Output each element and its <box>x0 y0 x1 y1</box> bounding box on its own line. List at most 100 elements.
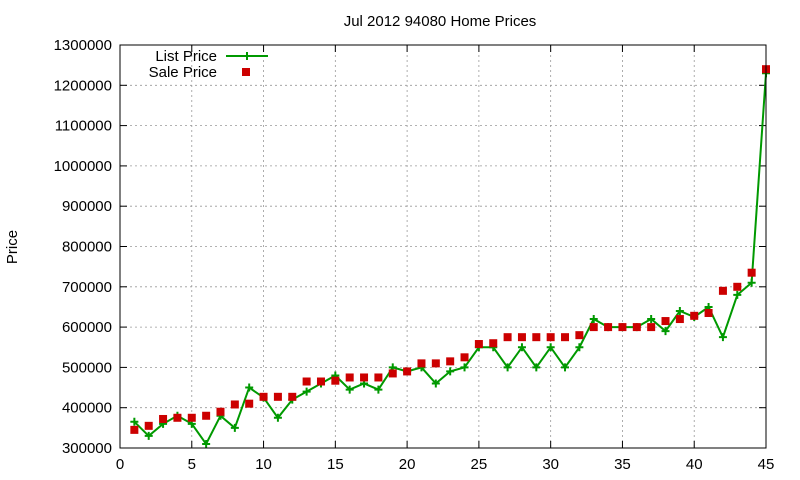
sale-price-point <box>460 353 469 362</box>
sale-price-point <box>604 323 613 332</box>
y-tick-label: 400000 <box>62 400 112 417</box>
chart-title: Jul 2012 94080 Home Prices <box>344 13 537 30</box>
sale-price-point <box>546 333 555 342</box>
list-price-point <box>661 327 670 336</box>
sale-price-point <box>618 323 627 332</box>
sale-price-point <box>144 421 153 430</box>
y-tick-label: 1100000 <box>55 118 112 135</box>
tick-labels: 300000 400000 500000 600000 700000 800000 9000… <box>54 37 775 473</box>
sale-price-point <box>403 367 412 376</box>
list-price-point <box>460 363 469 372</box>
x-tick-label: 20 <box>399 456 416 473</box>
sale-price-point <box>733 282 742 291</box>
list-price-line <box>133 73 767 446</box>
x-tick-label: 30 <box>542 456 559 473</box>
list-price-point <box>747 278 756 287</box>
list-price-point <box>431 379 440 388</box>
list-price-point <box>144 431 153 440</box>
series-layer <box>130 65 770 448</box>
list-price-point <box>718 333 727 342</box>
sale-price-point <box>216 407 225 416</box>
sale-price-point <box>661 317 670 326</box>
list-price-point <box>733 290 742 299</box>
sale-price-point <box>690 311 699 320</box>
list-price-point <box>517 343 526 352</box>
sale-price-point <box>431 359 440 368</box>
list-price-point <box>245 383 254 392</box>
sale-price-point <box>532 333 541 342</box>
sale-price-point <box>575 331 584 340</box>
list-price-point <box>230 423 239 432</box>
list-price-point <box>202 439 211 448</box>
x-tick-label: 15 <box>327 456 344 473</box>
sale-price-point <box>632 323 641 332</box>
sale-price-point <box>187 413 196 422</box>
sale-price-point <box>374 373 383 382</box>
sale-price-point <box>388 369 397 378</box>
y-tick-label: 700000 <box>62 279 112 296</box>
sale-price-point <box>417 359 426 368</box>
sale-price-point <box>130 425 139 434</box>
legend-marker-list-price <box>243 52 251 60</box>
x-tick-label: 35 <box>614 456 631 473</box>
list-price-point <box>302 387 311 396</box>
list-price-point <box>374 385 383 394</box>
sale-price-point <box>316 377 325 386</box>
sale-price-point <box>474 340 483 349</box>
list-price-point <box>561 363 570 372</box>
list-price-point <box>130 417 139 426</box>
sale-price-point <box>360 373 369 382</box>
sale-price-series <box>130 65 770 434</box>
x-tick-label: 5 <box>188 456 196 473</box>
sale-price-point <box>331 376 340 385</box>
sale-price-point <box>159 414 168 423</box>
y-tick-label: 1000000 <box>54 158 112 175</box>
list-price-point <box>675 306 684 315</box>
y-tick-label: 800000 <box>62 239 112 256</box>
list-price-point <box>575 343 584 352</box>
list-price-point <box>345 385 354 394</box>
sale-price-point <box>675 315 684 324</box>
list-price-point <box>546 343 555 352</box>
grid-lines <box>120 45 766 448</box>
sale-price-point <box>747 268 756 277</box>
x-tick-label: 25 <box>471 456 488 473</box>
x-tick-label: 40 <box>686 456 703 473</box>
sale-price-point <box>647 323 656 332</box>
list-price-point <box>273 413 282 422</box>
y-tick-label: 1200000 <box>54 77 112 94</box>
sale-price-point <box>288 392 297 401</box>
plot-frame <box>119 44 767 449</box>
sale-price-point <box>589 323 598 332</box>
list-price-point <box>647 315 656 324</box>
legend-swatch-sale-price <box>242 68 250 76</box>
legend-label-list-price: List Price <box>155 48 217 65</box>
legend-label-sale-price: Sale Price <box>149 64 217 81</box>
list-price-point <box>446 367 455 376</box>
sale-price-point <box>245 399 254 408</box>
y-tick-label: 300000 <box>62 440 112 457</box>
y-tick-label: 500000 <box>62 359 112 376</box>
y-axis-label: Price <box>4 230 21 264</box>
x-tick-label: 45 <box>758 456 775 473</box>
x-tick-label: 0 <box>116 456 124 473</box>
list-price-point <box>532 363 541 372</box>
list-price-point <box>503 363 512 372</box>
y-tick-label: 600000 <box>62 319 112 336</box>
y-tick-label: 900000 <box>62 198 112 215</box>
y-tick-label: 1300000 <box>54 37 112 54</box>
sale-price-point <box>273 392 282 401</box>
sale-price-point <box>259 392 268 401</box>
sale-price-point <box>230 400 239 409</box>
x-tick-label: 10 <box>255 456 272 473</box>
sale-price-point <box>561 333 570 342</box>
list-price-series <box>130 69 770 448</box>
sale-price-point <box>517 333 526 342</box>
sale-price-point <box>489 339 498 348</box>
sale-price-point <box>503 333 512 342</box>
sale-price-point <box>302 377 311 386</box>
list-price-point <box>589 315 598 324</box>
sale-price-point <box>202 411 211 420</box>
